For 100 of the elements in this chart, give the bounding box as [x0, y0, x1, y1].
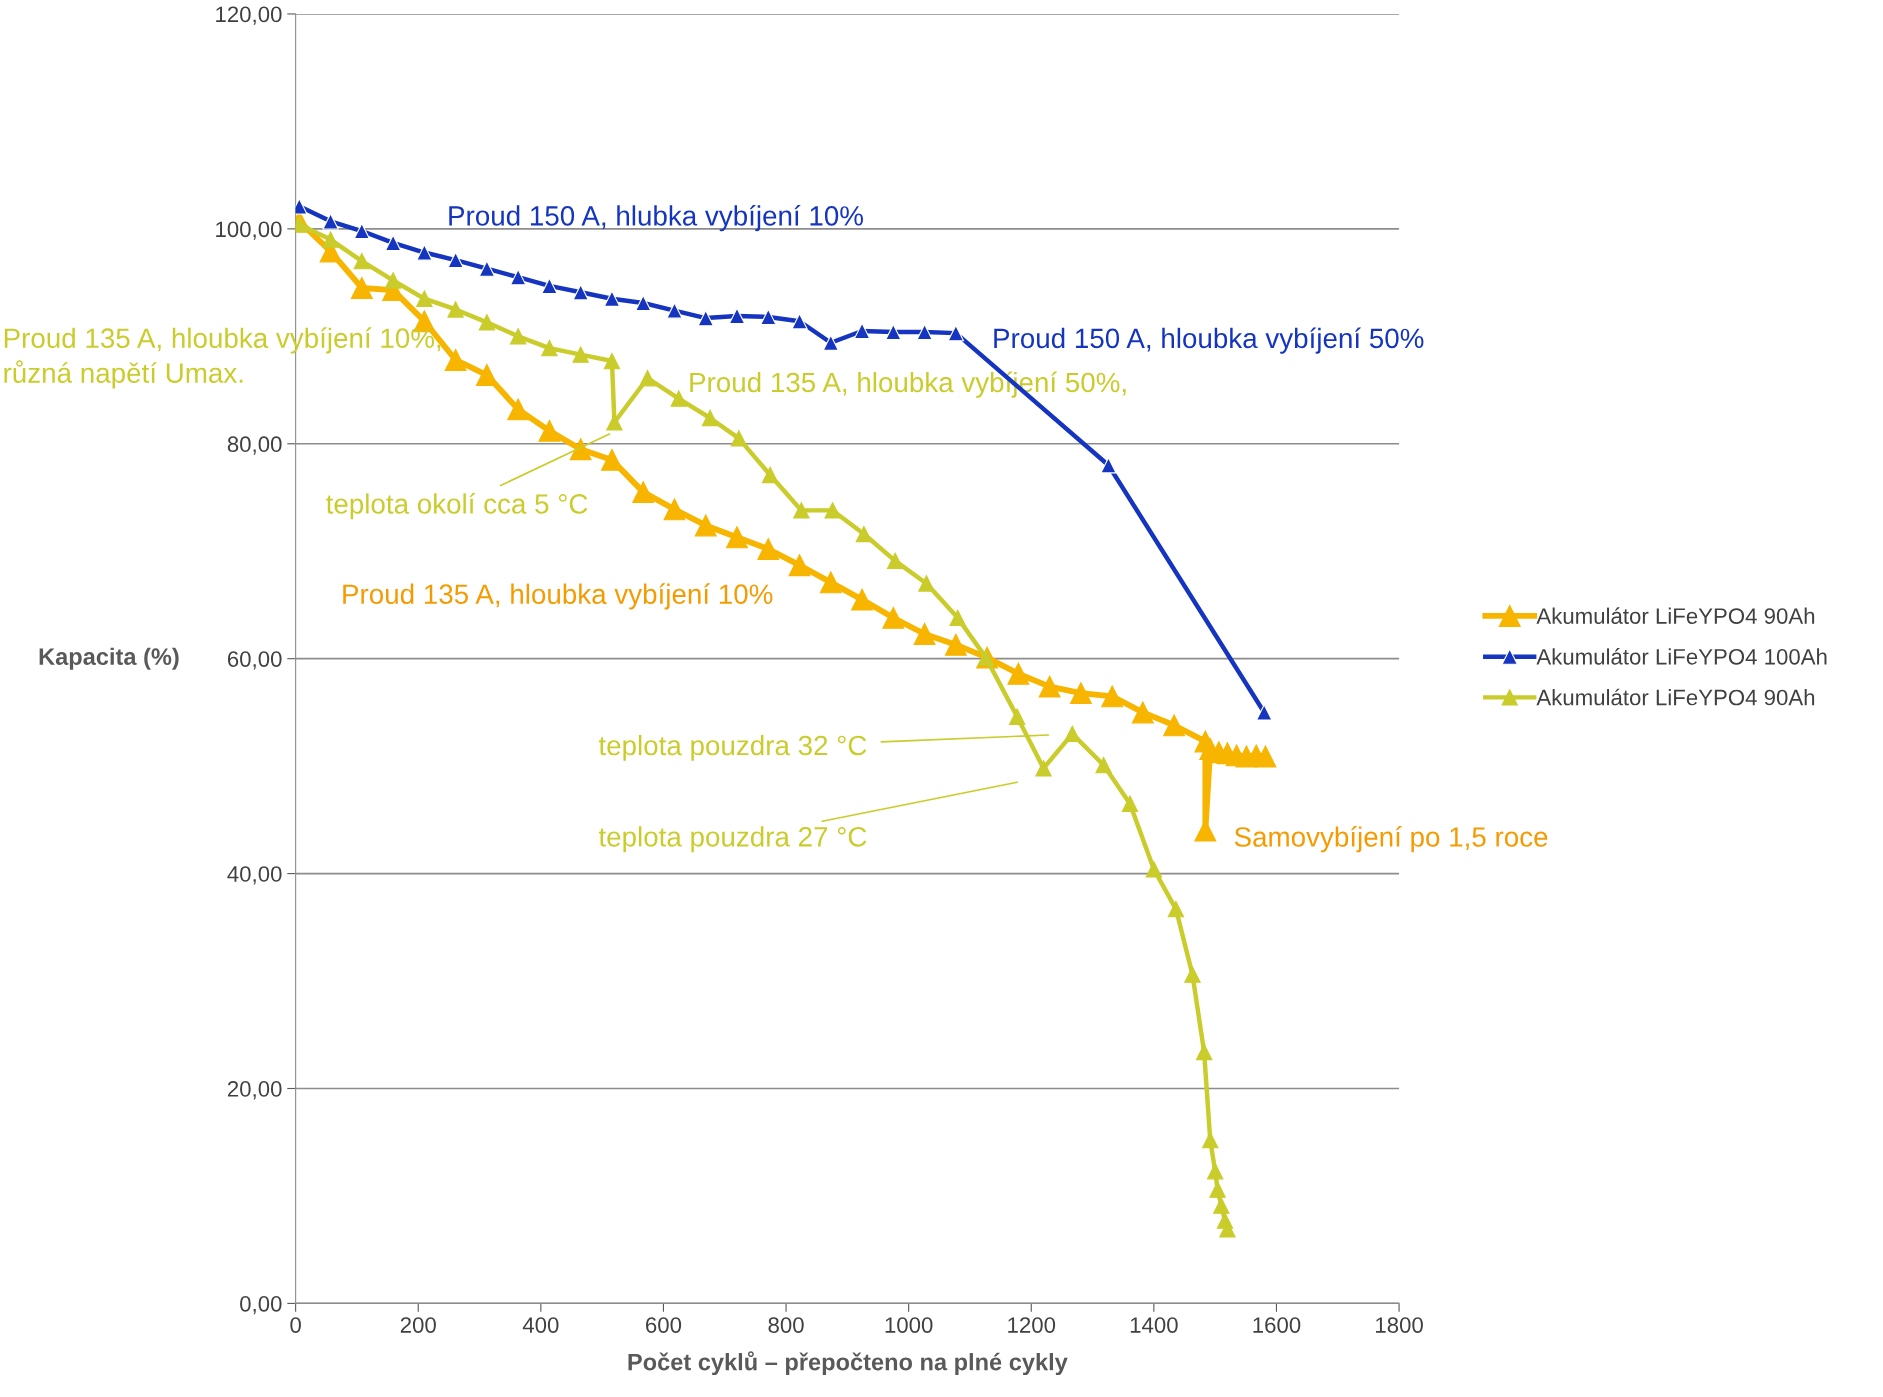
point	[1101, 685, 1124, 708]
point	[666, 302, 683, 319]
point	[916, 323, 933, 341]
point	[1038, 675, 1061, 698]
annotation: Proud 150 A, hlubka vybíjení 10%	[449, 204, 863, 232]
point	[478, 314, 496, 331]
point	[538, 419, 561, 442]
y-tick-label: 100,00	[216, 221, 282, 240]
point	[572, 284, 589, 301]
point	[1008, 708, 1026, 725]
annotation: teplota pouzdra 32 °C	[598, 734, 867, 761]
point	[1209, 1181, 1226, 1198]
point	[1213, 1197, 1230, 1214]
point	[1206, 1163, 1224, 1180]
annotation: Proud 135 A, hloubka vybíjení 10%	[343, 583, 773, 610]
point	[1167, 900, 1185, 918]
point	[788, 554, 811, 577]
point	[1121, 795, 1139, 812]
point	[760, 308, 777, 326]
point	[761, 466, 779, 484]
x-axis-title: Počet cyklů – přepočteno na plné cykly	[628, 1351, 1068, 1376]
point	[322, 231, 339, 248]
point	[1256, 704, 1273, 721]
point	[949, 609, 966, 627]
point	[822, 334, 839, 351]
point	[1100, 457, 1117, 474]
point	[1254, 745, 1277, 768]
y-tick-label: 120,00	[216, 6, 282, 25]
x-tick-label: 200	[400, 1317, 436, 1333]
point	[384, 272, 402, 289]
point	[1095, 756, 1112, 774]
point	[701, 409, 719, 427]
point	[1007, 662, 1030, 685]
point	[918, 575, 935, 592]
y-tick-label: 20,00	[227, 1081, 282, 1100]
point	[350, 277, 373, 299]
point	[757, 538, 780, 561]
point	[632, 481, 655, 504]
point	[1163, 714, 1186, 737]
point	[851, 588, 874, 611]
point	[1195, 1043, 1213, 1061]
point	[509, 328, 527, 345]
point	[353, 252, 371, 270]
point	[886, 552, 904, 570]
x-tick-label: 0	[290, 1317, 301, 1333]
x-tick-label: 1600	[1253, 1317, 1301, 1333]
point	[663, 498, 686, 521]
x-tick-label: 800	[768, 1317, 804, 1333]
point	[694, 514, 717, 537]
point	[384, 234, 402, 252]
x-tick-label: 1200	[1008, 1317, 1056, 1333]
point	[819, 571, 842, 594]
point	[541, 339, 558, 357]
x-tick-label: 1000	[885, 1317, 933, 1333]
y-tick-label: 40,00	[227, 866, 282, 885]
point	[728, 307, 746, 325]
point	[853, 322, 871, 340]
point	[944, 633, 967, 656]
annotation: teplota pouzdra 27 °C	[598, 826, 867, 853]
point	[1035, 760, 1052, 777]
point	[635, 294, 652, 312]
point	[947, 324, 965, 342]
point	[353, 222, 371, 240]
y-tick-label: 0,00	[240, 1295, 282, 1315]
point	[913, 622, 936, 645]
point	[670, 390, 687, 407]
x-tick-label: 400	[522, 1317, 559, 1333]
point	[639, 370, 656, 387]
point	[572, 346, 589, 363]
y-tick-label: 60,00	[227, 651, 282, 670]
point	[726, 526, 748, 549]
point	[1184, 966, 1201, 983]
point	[1145, 861, 1163, 878]
point	[885, 323, 902, 341]
point	[447, 251, 464, 269]
point	[1064, 725, 1081, 743]
point	[322, 213, 339, 230]
point	[569, 438, 592, 461]
x-tick-label: 1800	[1376, 1317, 1423, 1333]
point	[507, 398, 530, 421]
x-tick-label: 600	[646, 1317, 682, 1333]
point	[793, 502, 810, 519]
point	[855, 525, 873, 543]
point	[444, 348, 467, 371]
point	[1069, 682, 1092, 705]
annotation: Proud 150 A, hloubka vybíjení 50%	[994, 327, 1424, 354]
point	[509, 269, 527, 286]
annotation: Samovybíjení po 1,5 roce	[1234, 826, 1548, 853]
point	[603, 290, 621, 307]
point	[791, 313, 808, 330]
y-tick-label: 80,00	[227, 436, 282, 455]
point	[416, 244, 433, 261]
point	[478, 260, 496, 277]
point	[730, 430, 748, 447]
legend-label: Akumulátor LiFeYPO4 90Ah	[1536, 607, 1815, 624]
point	[882, 606, 905, 629]
point	[541, 277, 558, 295]
point	[1131, 701, 1154, 724]
x-tick-label: 1400	[1130, 1317, 1178, 1333]
point	[416, 290, 433, 307]
